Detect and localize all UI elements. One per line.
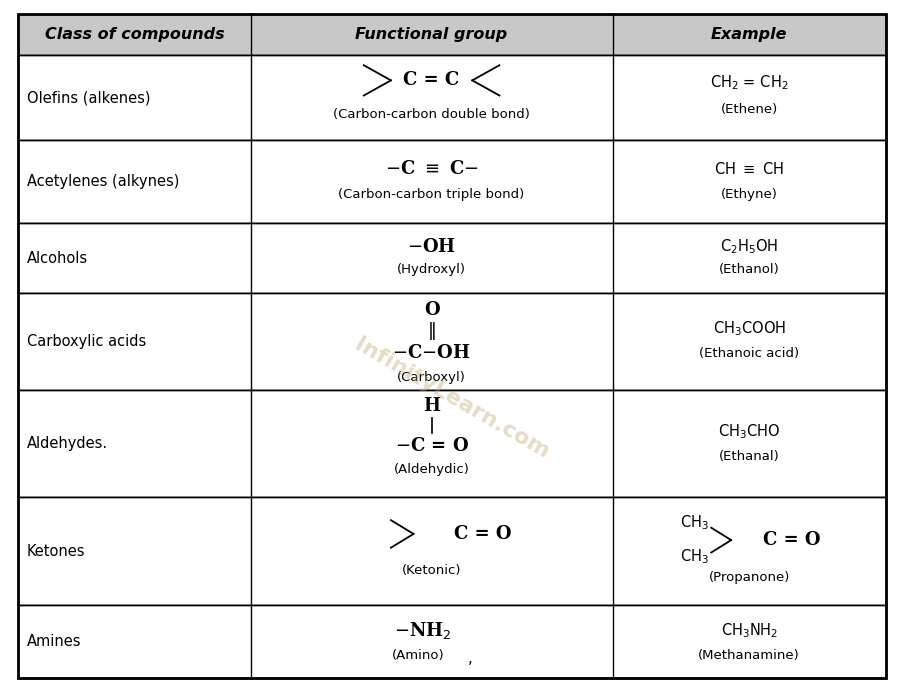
Text: $-$OH: $-$OH [406, 238, 456, 256]
Text: $-$C = O: $-$C = O [395, 437, 468, 455]
Text: C = O: C = O [762, 531, 819, 549]
Text: CH$_3$COOH: CH$_3$COOH [712, 320, 785, 338]
Text: Alcohols: Alcohols [27, 250, 88, 266]
Text: (Ketonic): (Ketonic) [402, 564, 461, 577]
Text: H: H [423, 397, 440, 415]
Text: CH$_3$CHO: CH$_3$CHO [717, 422, 779, 440]
Text: Example: Example [710, 27, 787, 42]
Text: (Carbon-carbon double bond): (Carbon-carbon double bond) [333, 108, 529, 121]
Text: Olefins (alkenes): Olefins (alkenes) [27, 90, 151, 105]
Text: (Carbon-carbon triple bond): (Carbon-carbon triple bond) [338, 188, 524, 201]
Text: Carboxylic acids: Carboxylic acids [27, 334, 146, 349]
Text: Functional group: Functional group [355, 27, 507, 42]
Text: C = O: C = O [453, 525, 511, 543]
Text: $-$C $\equiv$ C$-$: $-$C $\equiv$ C$-$ [385, 160, 478, 178]
Text: (Propanone): (Propanone) [708, 571, 789, 583]
Text: Aldehydes.: Aldehydes. [27, 436, 108, 451]
Text: CH$_2$ = CH$_2$: CH$_2$ = CH$_2$ [709, 73, 787, 92]
Text: Acetylenes (alkynes): Acetylenes (alkynes) [27, 174, 180, 189]
Text: (Hydroxyl): (Hydroxyl) [396, 263, 466, 276]
Text: CH$_3$: CH$_3$ [679, 513, 708, 532]
Text: (Carboxyl): (Carboxyl) [396, 372, 466, 385]
Text: CH $\equiv$ CH: CH $\equiv$ CH [713, 162, 784, 178]
Text: (Ethene): (Ethene) [720, 103, 777, 116]
Text: Amines: Amines [27, 634, 81, 649]
Text: C$_2$H$_5$OH: C$_2$H$_5$OH [719, 238, 777, 257]
Bar [18, 497, 885, 605]
Text: (Methanamine): (Methanamine) [698, 649, 799, 662]
Text: O: O [424, 301, 439, 319]
Text: Ketones: Ketones [27, 544, 86, 559]
Bar [18, 224, 885, 293]
Text: (Ethyne): (Ethyne) [720, 188, 777, 201]
Text: (Amino): (Amino) [391, 649, 444, 662]
Bar [18, 293, 885, 390]
Text: $\|$: $\|$ [427, 320, 435, 342]
Text: ,: , [467, 651, 472, 666]
Text: CH$_3$NH$_2$: CH$_3$NH$_2$ [720, 621, 777, 640]
Text: C = C: C = C [403, 72, 460, 89]
Text: $-$C$-$OH: $-$C$-$OH [392, 344, 470, 362]
Bar [18, 140, 885, 224]
Bar [18, 605, 885, 678]
Text: Class of compounds: Class of compounds [44, 27, 224, 42]
Text: (Ethanoic acid): (Ethanoic acid) [698, 347, 798, 361]
Text: (Ethanal): (Ethanal) [718, 449, 778, 462]
Text: InfinityLearn.com: InfinityLearn.com [350, 335, 553, 463]
Text: CH$_3$: CH$_3$ [679, 547, 708, 566]
Text: (Aldehydic): (Aldehydic) [393, 462, 469, 475]
Text: (Ethanol): (Ethanol) [718, 263, 778, 276]
Bar [18, 390, 885, 497]
Text: $-$NH$_2$: $-$NH$_2$ [394, 620, 451, 641]
Bar [18, 55, 885, 140]
Bar [18, 14, 885, 55]
